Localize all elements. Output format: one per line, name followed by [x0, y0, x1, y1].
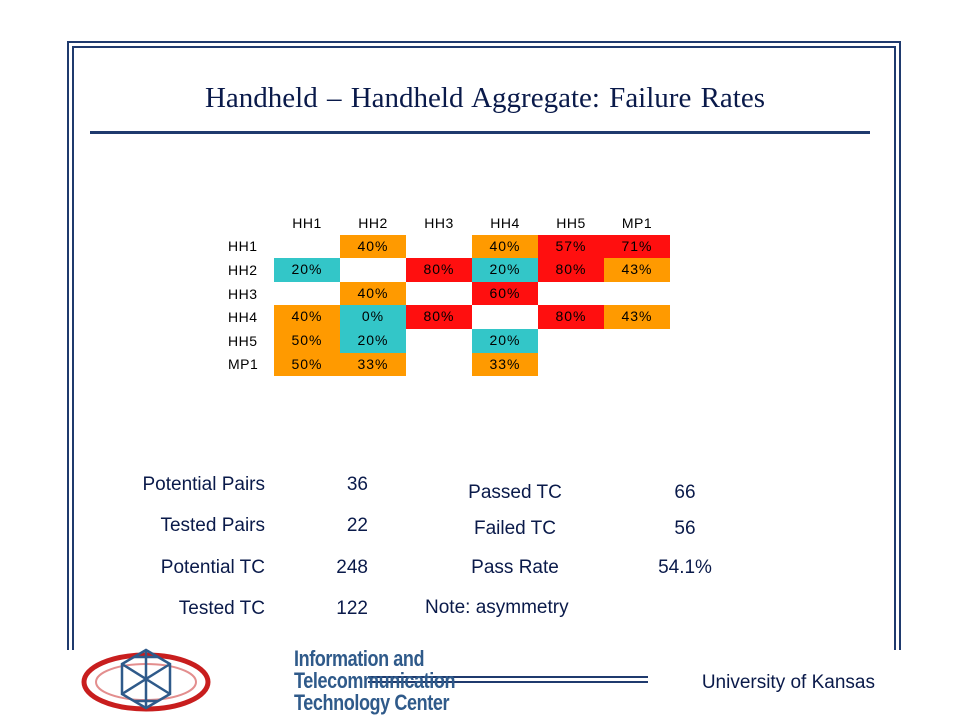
matrix-cell: [406, 353, 472, 377]
matrix-cell: 71%: [604, 234, 670, 259]
matrix-cell: [604, 353, 670, 377]
matrix-row-header: HH2: [228, 261, 258, 278]
matrix-cell: [604, 329, 670, 353]
matrix-row-header: MP1: [228, 356, 259, 373]
matrix-cell: 50%: [274, 352, 340, 377]
matrix-cell: 80%: [406, 258, 472, 282]
matrix-cell: 80%: [538, 305, 604, 329]
footer-area: [60, 650, 910, 720]
matrix-cell: [538, 329, 604, 353]
stat-label-failed-tc: Failed TC: [473, 518, 556, 539]
matrix-col-header: HH2: [358, 214, 388, 231]
stat-label-passed-tc: Passed TC: [468, 482, 562, 503]
matrix-cell: 43%: [604, 305, 670, 329]
note-text: Note: asymmetry: [425, 597, 569, 618]
stat-label-tested-pairs: Tested Pairs: [160, 515, 265, 536]
footer-rule: [368, 676, 648, 683]
matrix-cell: 57%: [538, 234, 604, 259]
matrix-cell: 20%: [472, 258, 538, 282]
slide-title: Handheld – Handheld Aggregate: Failure R…: [204, 82, 766, 114]
matrix-cell: [406, 329, 472, 353]
matrix-row: HH1 40% 40% 57% 71%: [226, 234, 670, 259]
stat-value-tested-tc: 122: [336, 598, 368, 619]
matrix-col-header: MP1: [621, 214, 653, 231]
matrix-header-row: HH1 HH2 HH3 HH4 HH5 MP1: [226, 211, 670, 235]
matrix-cell: 0%: [340, 305, 406, 329]
matrix-cell: [538, 353, 604, 377]
matrix-row-header: HH5: [228, 332, 258, 349]
matrix-cell: [472, 305, 538, 329]
stat-value-pass-rate: 54.1%: [658, 557, 712, 578]
logo-line-1: Information and: [294, 646, 425, 671]
matrix-cell: 40%: [274, 305, 340, 329]
matrix-col-header: HH5: [556, 214, 586, 231]
matrix-col-header: HH3: [424, 214, 454, 231]
matrix-body: HH1 40% 40% 57% 71% HH2 20% 80% 20% 80% 43% HH3 40% 6…: [226, 234, 670, 377]
logo-line-3: Technology Center: [294, 690, 450, 715]
matrix-cell: [340, 258, 406, 282]
stat-label-potential-tc: Potential TC: [160, 557, 265, 578]
matrix-cell: 20%: [274, 258, 340, 282]
matrix-cell: 20%: [472, 328, 538, 353]
matrix-cell: 60%: [472, 281, 538, 306]
matrix-row: HH3 40% 60%: [226, 281, 670, 306]
matrix-row: HH2 20% 80% 20% 80% 43%: [226, 258, 670, 282]
matrix-cell: 40%: [340, 234, 406, 259]
matrix-cell: [406, 282, 472, 306]
matrix-row-header: HH3: [228, 285, 258, 302]
matrix-cell: 20%: [340, 328, 406, 353]
matrix-cell: 80%: [538, 258, 604, 282]
stat-value-failed-tc: 56: [674, 518, 696, 539]
failure-rate-matrix: HH1 HH2 HH3 HH4 HH5 MP1 HH1 40% 40% 57% 71% H…: [226, 211, 670, 377]
matrix-cell: [274, 282, 340, 306]
matrix-row-header: HH1: [228, 238, 258, 255]
title-underline: [90, 131, 870, 134]
matrix-row: MP1 50% 33% 33%: [226, 352, 670, 377]
matrix-cell: [538, 282, 604, 306]
stat-label-pass-rate: Pass Rate: [471, 557, 559, 578]
logo-line-2: Telecommunication: [294, 668, 456, 693]
matrix-cell: 43%: [604, 258, 670, 282]
matrix-row-header: HH4: [228, 309, 258, 326]
matrix-col-header: HH1: [292, 214, 322, 231]
matrix-row: HH5 50% 20% 20%: [226, 328, 670, 353]
matrix-cell: [274, 235, 340, 259]
matrix-cell: 33%: [340, 352, 406, 377]
matrix-cell: 80%: [406, 305, 472, 329]
matrix-cell: 40%: [340, 281, 406, 306]
matrix-cell: 50%: [274, 328, 340, 353]
footer-university: University of Kansas: [701, 672, 875, 693]
ittc-logo-graphic-icon: [81, 648, 211, 712]
stat-value-potential-tc: 248: [336, 557, 368, 578]
matrix-row: HH4 40% 0% 80% 80% 43%: [226, 305, 670, 329]
matrix-col-header: HH4: [490, 214, 520, 231]
matrix-cell: 40%: [472, 234, 538, 259]
stat-value-passed-tc: 66: [674, 482, 696, 503]
matrix-cell: [604, 282, 670, 306]
stat-value-tested-pairs: 22: [346, 515, 368, 536]
stat-label-potential-pairs: Potential Pairs: [142, 474, 265, 495]
stat-value-potential-pairs: 36: [346, 474, 368, 495]
matrix-cell: [406, 235, 472, 259]
matrix-cell: 33%: [472, 352, 538, 377]
stat-label-tested-tc: Tested TC: [178, 598, 265, 619]
